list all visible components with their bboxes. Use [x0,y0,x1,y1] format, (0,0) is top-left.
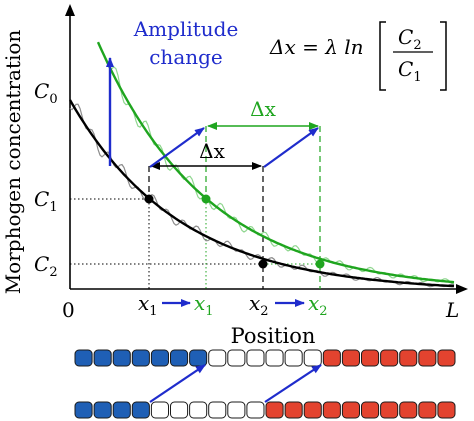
cell-blue [74,349,93,367]
cell-blue [189,349,208,367]
cell-white [284,349,303,367]
x-tick-x2: x2 [249,291,269,319]
x-tick-x1-shifted: x1 [194,291,214,319]
cell-blue [93,401,112,419]
x-tick-x1: x1 [138,291,158,319]
cell-red [284,401,303,419]
point-x2-green [315,259,325,269]
x-origin-label: 0 [62,298,75,322]
cell-blue [112,401,131,419]
shift-arrow-left [149,127,205,168]
cell-red [399,349,418,367]
cell-white [265,349,284,367]
formula-left-bracket [379,21,386,91]
boundary-shift-arrow-right [264,364,322,403]
cell-red [361,349,380,367]
cell-red [418,401,437,419]
cell-white [208,349,227,367]
delta-x-black-label: Δx [199,139,225,163]
cell-red [341,349,360,367]
y-tick-c2: C2 [34,252,58,280]
formula-denominator: C1 [398,57,422,85]
cell-blue [131,349,150,367]
shift-arrow-right [263,127,319,168]
gradient-curve-black [68,99,455,288]
cell-white [246,401,265,419]
cell-white [150,401,169,419]
formula-lhs: Δx = λ ln [269,35,364,59]
cell-white [208,401,227,419]
cell-white [246,349,265,367]
cell-white [189,401,208,419]
x-end-label: L [445,298,459,322]
cell-red [380,349,399,367]
cell-red [399,401,418,419]
cell-blue [112,349,131,367]
cell-blue [131,401,150,419]
cell-white [227,349,246,367]
cell-red [361,401,380,419]
cell-blue [170,349,189,367]
cell-red [303,401,322,419]
x-axis-label: Position [231,324,316,348]
cell-red [437,349,456,367]
noisy-gradient-green [109,66,455,284]
cell-red [322,401,341,419]
gradient-curve-green [96,41,455,284]
cell-white [170,401,189,419]
cell-blue [150,349,169,367]
amplitude-label-line2: change [149,45,223,69]
y-axis-label: Morphogen concentration [1,30,25,295]
boundary-shift-arrow-left [149,364,206,403]
formula-numerator: C2 [398,25,422,53]
point-x2-black [258,259,268,269]
point-x1-green [201,194,211,204]
cell-red [418,349,437,367]
delta-x-formula: Δx = λ ln C2 C1 [269,21,447,91]
delta-x-green-label: Δx [250,97,276,121]
cell-red [322,349,341,367]
formula-right-bracket [440,21,447,91]
cell-white [227,401,246,419]
cell-red [265,401,284,419]
cell-row-bottom [74,401,456,419]
cell-blue [74,401,93,419]
cell-red [341,401,360,419]
cell-row-top [74,349,456,367]
cell-red [437,401,456,419]
y-tick-c0: C0 [34,79,58,107]
x-tick-x2-shifted: x2 [308,291,328,319]
cell-white [303,349,322,367]
y-tick-c1: C1 [34,187,58,215]
cell-blue [93,349,112,367]
point-x1-black [144,194,154,204]
amplitude-label-line1: Amplitude [133,17,239,41]
cell-red [380,401,399,419]
